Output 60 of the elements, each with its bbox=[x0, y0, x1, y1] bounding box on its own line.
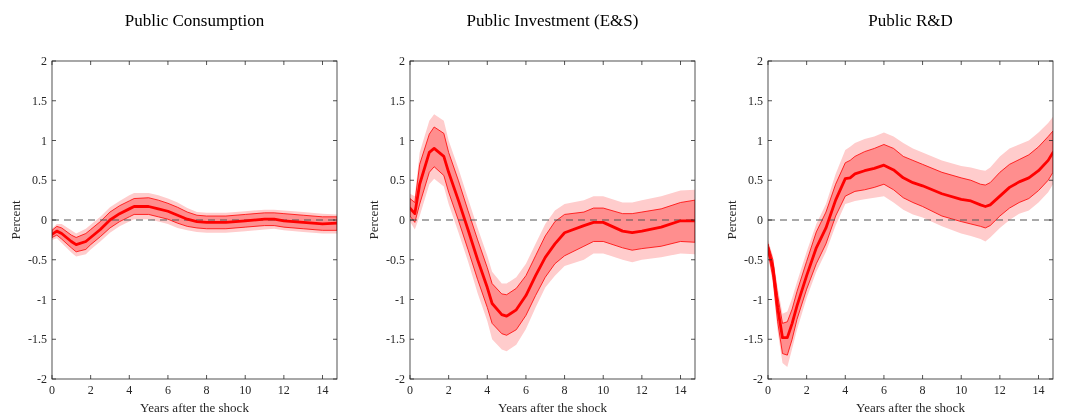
x-tick-label: 14 bbox=[1032, 383, 1045, 397]
x-tick-label: 8 bbox=[561, 383, 568, 397]
line-series bbox=[410, 147, 695, 318]
y-axis-title: Percent bbox=[8, 200, 23, 240]
x-tick-label: 10 bbox=[955, 383, 968, 397]
x-tick-label: 6 bbox=[880, 383, 887, 397]
y-tick-label: -2 bbox=[753, 372, 763, 386]
x-tick-label: 2 bbox=[803, 383, 810, 397]
y-tick-label: 1 bbox=[757, 133, 763, 148]
x-tick-label: 12 bbox=[277, 383, 290, 397]
y-tick-label: -1 bbox=[753, 292, 763, 307]
x-tick-label: 2 bbox=[445, 383, 452, 397]
y-tick-label: 0 bbox=[399, 213, 405, 227]
y-tick-label: 2 bbox=[41, 54, 47, 68]
x-tick-label: 2 bbox=[87, 383, 94, 397]
y-tick-label: -1 bbox=[37, 292, 47, 307]
y-axis-title: Percent bbox=[724, 200, 739, 240]
y-tick-label: 0.5 bbox=[748, 173, 763, 188]
x-axis-title: Years after the shock bbox=[856, 400, 966, 415]
x-axis-title: Years after the shock bbox=[140, 400, 250, 415]
y-tick-label: -1.5 bbox=[28, 332, 47, 347]
chart-title: Public Consumption bbox=[124, 11, 265, 30]
x-tick-label: 14 bbox=[316, 383, 329, 397]
x-tick-label: 8 bbox=[919, 383, 926, 397]
y-tick-label: 1 bbox=[41, 133, 47, 148]
y-tick-label: 1.5 bbox=[748, 93, 763, 108]
y-tick-label: 0.5 bbox=[32, 173, 47, 188]
x-tick-label: 10 bbox=[239, 383, 252, 397]
y-tick-label: 0 bbox=[757, 213, 763, 227]
y-tick-label: 2 bbox=[399, 54, 405, 68]
y-tick-label: 2 bbox=[757, 54, 763, 68]
y-tick-label: -1.5 bbox=[386, 332, 405, 347]
x-axis-title: Years after the shock bbox=[498, 400, 608, 415]
x-tick-label: 6 bbox=[164, 383, 171, 397]
y-tick-label: -1 bbox=[395, 292, 405, 307]
x-tick-label: 14 bbox=[674, 383, 687, 397]
y-tick-label: 0 bbox=[41, 213, 47, 227]
x-tick-label: 12 bbox=[993, 383, 1006, 397]
y-tick-label: -2 bbox=[395, 372, 405, 386]
y-tick-label: -0.5 bbox=[386, 252, 405, 267]
line-series bbox=[52, 205, 337, 247]
x-tick-label: 8 bbox=[203, 383, 210, 397]
y-tick-label: -0.5 bbox=[28, 252, 47, 267]
y-tick-label: 0.5 bbox=[390, 173, 405, 188]
y-tick-label: -1.5 bbox=[744, 332, 763, 347]
x-tick-label: 12 bbox=[635, 383, 648, 397]
x-tick-label: 10 bbox=[597, 383, 610, 397]
y-tick-label: 1.5 bbox=[390, 93, 405, 108]
x-tick-label: 4 bbox=[842, 383, 849, 397]
chart-title: Public Investment (E&S) bbox=[466, 11, 639, 30]
y-tick-label: -2 bbox=[37, 372, 47, 386]
x-tick-label: 4 bbox=[126, 383, 133, 397]
x-tick-label: 6 bbox=[522, 383, 529, 397]
y-tick-label: -0.5 bbox=[744, 252, 763, 267]
chart-title: Public R&D bbox=[868, 11, 953, 30]
line-series bbox=[768, 151, 1053, 340]
x-tick-label: 4 bbox=[484, 383, 491, 397]
y-tick-label: 1 bbox=[399, 133, 405, 148]
y-axis-title: Percent bbox=[366, 200, 381, 240]
y-tick-label: 1.5 bbox=[32, 93, 47, 108]
